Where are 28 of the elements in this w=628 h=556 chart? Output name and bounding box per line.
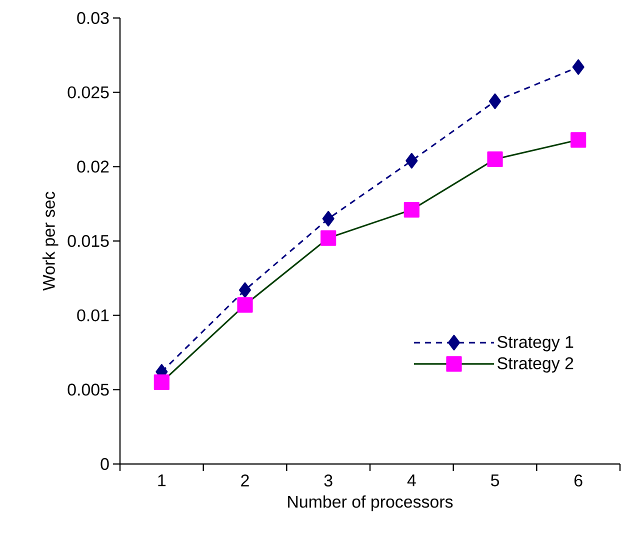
- y-tick-label: 0.01: [77, 309, 109, 322]
- y-tick-label: 0.015: [68, 235, 109, 247]
- point: [237, 297, 253, 313]
- point: [320, 230, 336, 246]
- point: [488, 93, 502, 110]
- x-tick-label: 3: [324, 474, 332, 487]
- y-tick-label: 0.03: [77, 12, 109, 24]
- point: [406, 152, 418, 169]
- x-tick-label: 1: [158, 474, 166, 486]
- y-tick-label: 0.02: [77, 160, 109, 173]
- x-tick-label: 4: [407, 474, 416, 486]
- x-axis-title: Number of processors: [288, 495, 453, 512]
- y-tick-label: 0: [100, 458, 109, 470]
- point: [154, 374, 170, 390]
- x-tick-label: 6: [574, 474, 582, 487]
- x-tick-label: 5: [490, 474, 499, 486]
- y-tick-label: 0.025: [68, 86, 109, 98]
- point: [404, 202, 420, 218]
- x-tick-label: 2: [241, 474, 249, 486]
- point: [238, 282, 252, 298]
- point: [322, 210, 334, 226]
- point: [487, 151, 503, 168]
- y-tick-label: 0.005: [68, 384, 109, 396]
- point: [572, 59, 584, 75]
- point: [570, 132, 586, 148]
- y-axis-title: Work per sec: [42, 192, 58, 291]
- legend-label: Strategy 1: [498, 336, 574, 352]
- legend-label: Strategy 2: [498, 357, 574, 373]
